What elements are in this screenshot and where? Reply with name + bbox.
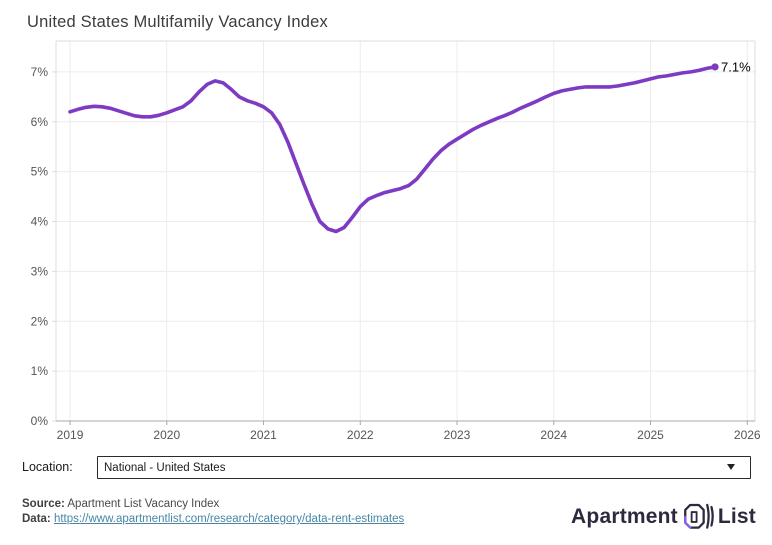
x-tick-label: 2023 xyxy=(444,428,471,442)
x-tick-label: 2024 xyxy=(540,428,567,442)
y-tick-label: 2% xyxy=(31,314,49,328)
source-line: Source: Apartment List Vacancy Index xyxy=(22,497,404,512)
x-tick-label: 2026 xyxy=(734,428,761,442)
vacancy-line-chart: 0% 1% 2% 3% 4% 5% 6% 7% 2019 2020 2021 2022 2023 2024… xyxy=(31,40,761,442)
end-value-label: 7.1% xyxy=(721,59,751,74)
x-tick-label: 2022 xyxy=(347,428,374,442)
source-label: Source: xyxy=(22,498,65,510)
y-tick-label: 6% xyxy=(31,115,49,129)
x-tick-label: 2025 xyxy=(637,428,664,442)
location-label: Location: xyxy=(22,460,73,474)
vacancy-line xyxy=(68,65,717,234)
x-tick-label: 2021 xyxy=(250,428,277,442)
y-tick-label: 4% xyxy=(31,215,49,229)
y-tick-label: 3% xyxy=(31,264,49,278)
apartment-list-logo-icon xyxy=(683,503,714,529)
chevron-down-icon xyxy=(727,464,735,470)
data-link[interactable]: https://www.apartmentlist.com/research/c… xyxy=(53,513,405,525)
location-select[interactable]: National - United States xyxy=(97,456,751,479)
y-tick-label: 7% xyxy=(31,65,49,79)
location-row: Location: National - United States xyxy=(22,456,751,480)
end-point-dot xyxy=(711,63,719,71)
x-tick-label: 2020 xyxy=(153,428,180,442)
data-line: Data: https://www.apartmentlist.com/rese… xyxy=(22,512,404,527)
y-tick-label: 5% xyxy=(31,165,49,179)
location-select-value: National - United States xyxy=(104,461,226,474)
logo-word-apartment: Apartment xyxy=(571,505,678,528)
data-label: Data: xyxy=(22,513,51,525)
apartment-list-logo: Apartment List xyxy=(571,499,756,535)
source-text: Apartment List Vacancy Index xyxy=(67,498,220,510)
y-tick-label: 0% xyxy=(31,414,49,428)
y-tick-label: 1% xyxy=(31,364,49,378)
logo-word-list: List xyxy=(717,505,756,528)
credits: Source: Apartment List Vacancy Index Dat… xyxy=(22,497,404,527)
chart-title: United States Multifamily Vacancy Index xyxy=(27,13,328,31)
x-tick-label: 2019 xyxy=(57,428,84,442)
